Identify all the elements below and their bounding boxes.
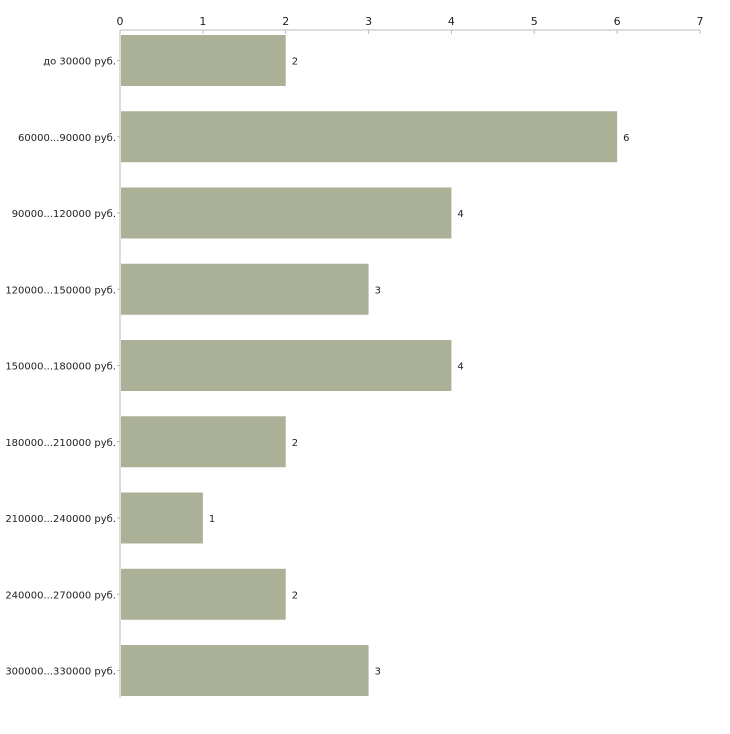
x-tick-label: 2 [282,15,289,28]
x-tick-label: 6 [614,15,621,28]
x-tick-label: 3 [365,15,372,28]
bar [121,35,286,86]
category-labels: до 30000 руб. 60000...90000 руб. 90000...1… [5,57,116,678]
category-label: 90000...120000 руб. [12,209,116,220]
bar [121,645,369,696]
category-label: 150000...180000 руб. [5,362,116,373]
bar [121,187,452,239]
category-label: 60000...90000 руб. [18,133,116,144]
bar [121,111,618,163]
x-tick-label: 0 [117,15,124,28]
x-tick-label: 4 [448,15,455,28]
bar [121,568,286,620]
value-label: 2 [292,590,298,601]
value-label: 3 [375,285,381,296]
value-labels: 2 6 4 3 4 2 1 2 3 [209,57,630,678]
value-label: 4 [457,362,463,373]
category-label: 300000...330000 руб. [5,667,116,678]
value-label: 4 [457,209,463,220]
bar [121,492,203,544]
category-label: до 30000 руб. [43,57,116,68]
bars [121,35,618,696]
x-tick-label: 5 [531,15,538,28]
value-label: 6 [623,133,629,144]
x-axis-ticks: 0 1 2 3 4 5 6 7 [117,15,704,34]
value-label: 2 [292,438,298,449]
value-label: 2 [292,57,298,68]
value-label: 3 [375,667,381,678]
value-label: 1 [209,514,215,525]
bar [121,263,369,315]
bar [121,340,452,391]
category-label: 210000...240000 руб. [5,514,116,525]
x-tick-label: 1 [199,15,206,28]
category-label: 120000...150000 руб. [5,285,116,296]
bar [121,416,286,468]
category-label: 240000...270000 руб. [5,590,116,601]
category-label: 180000...210000 руб. [5,438,116,449]
x-tick-label: 7 [697,15,704,28]
axes [117,29,700,698]
